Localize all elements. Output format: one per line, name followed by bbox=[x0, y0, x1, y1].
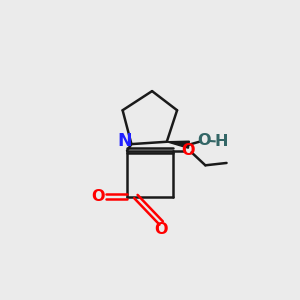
Text: H: H bbox=[214, 134, 228, 149]
Text: O: O bbox=[154, 222, 168, 237]
Text: O: O bbox=[197, 133, 211, 148]
Polygon shape bbox=[167, 141, 189, 148]
Text: O: O bbox=[181, 143, 194, 158]
Text: O: O bbox=[92, 189, 105, 204]
Text: N: N bbox=[118, 132, 132, 150]
